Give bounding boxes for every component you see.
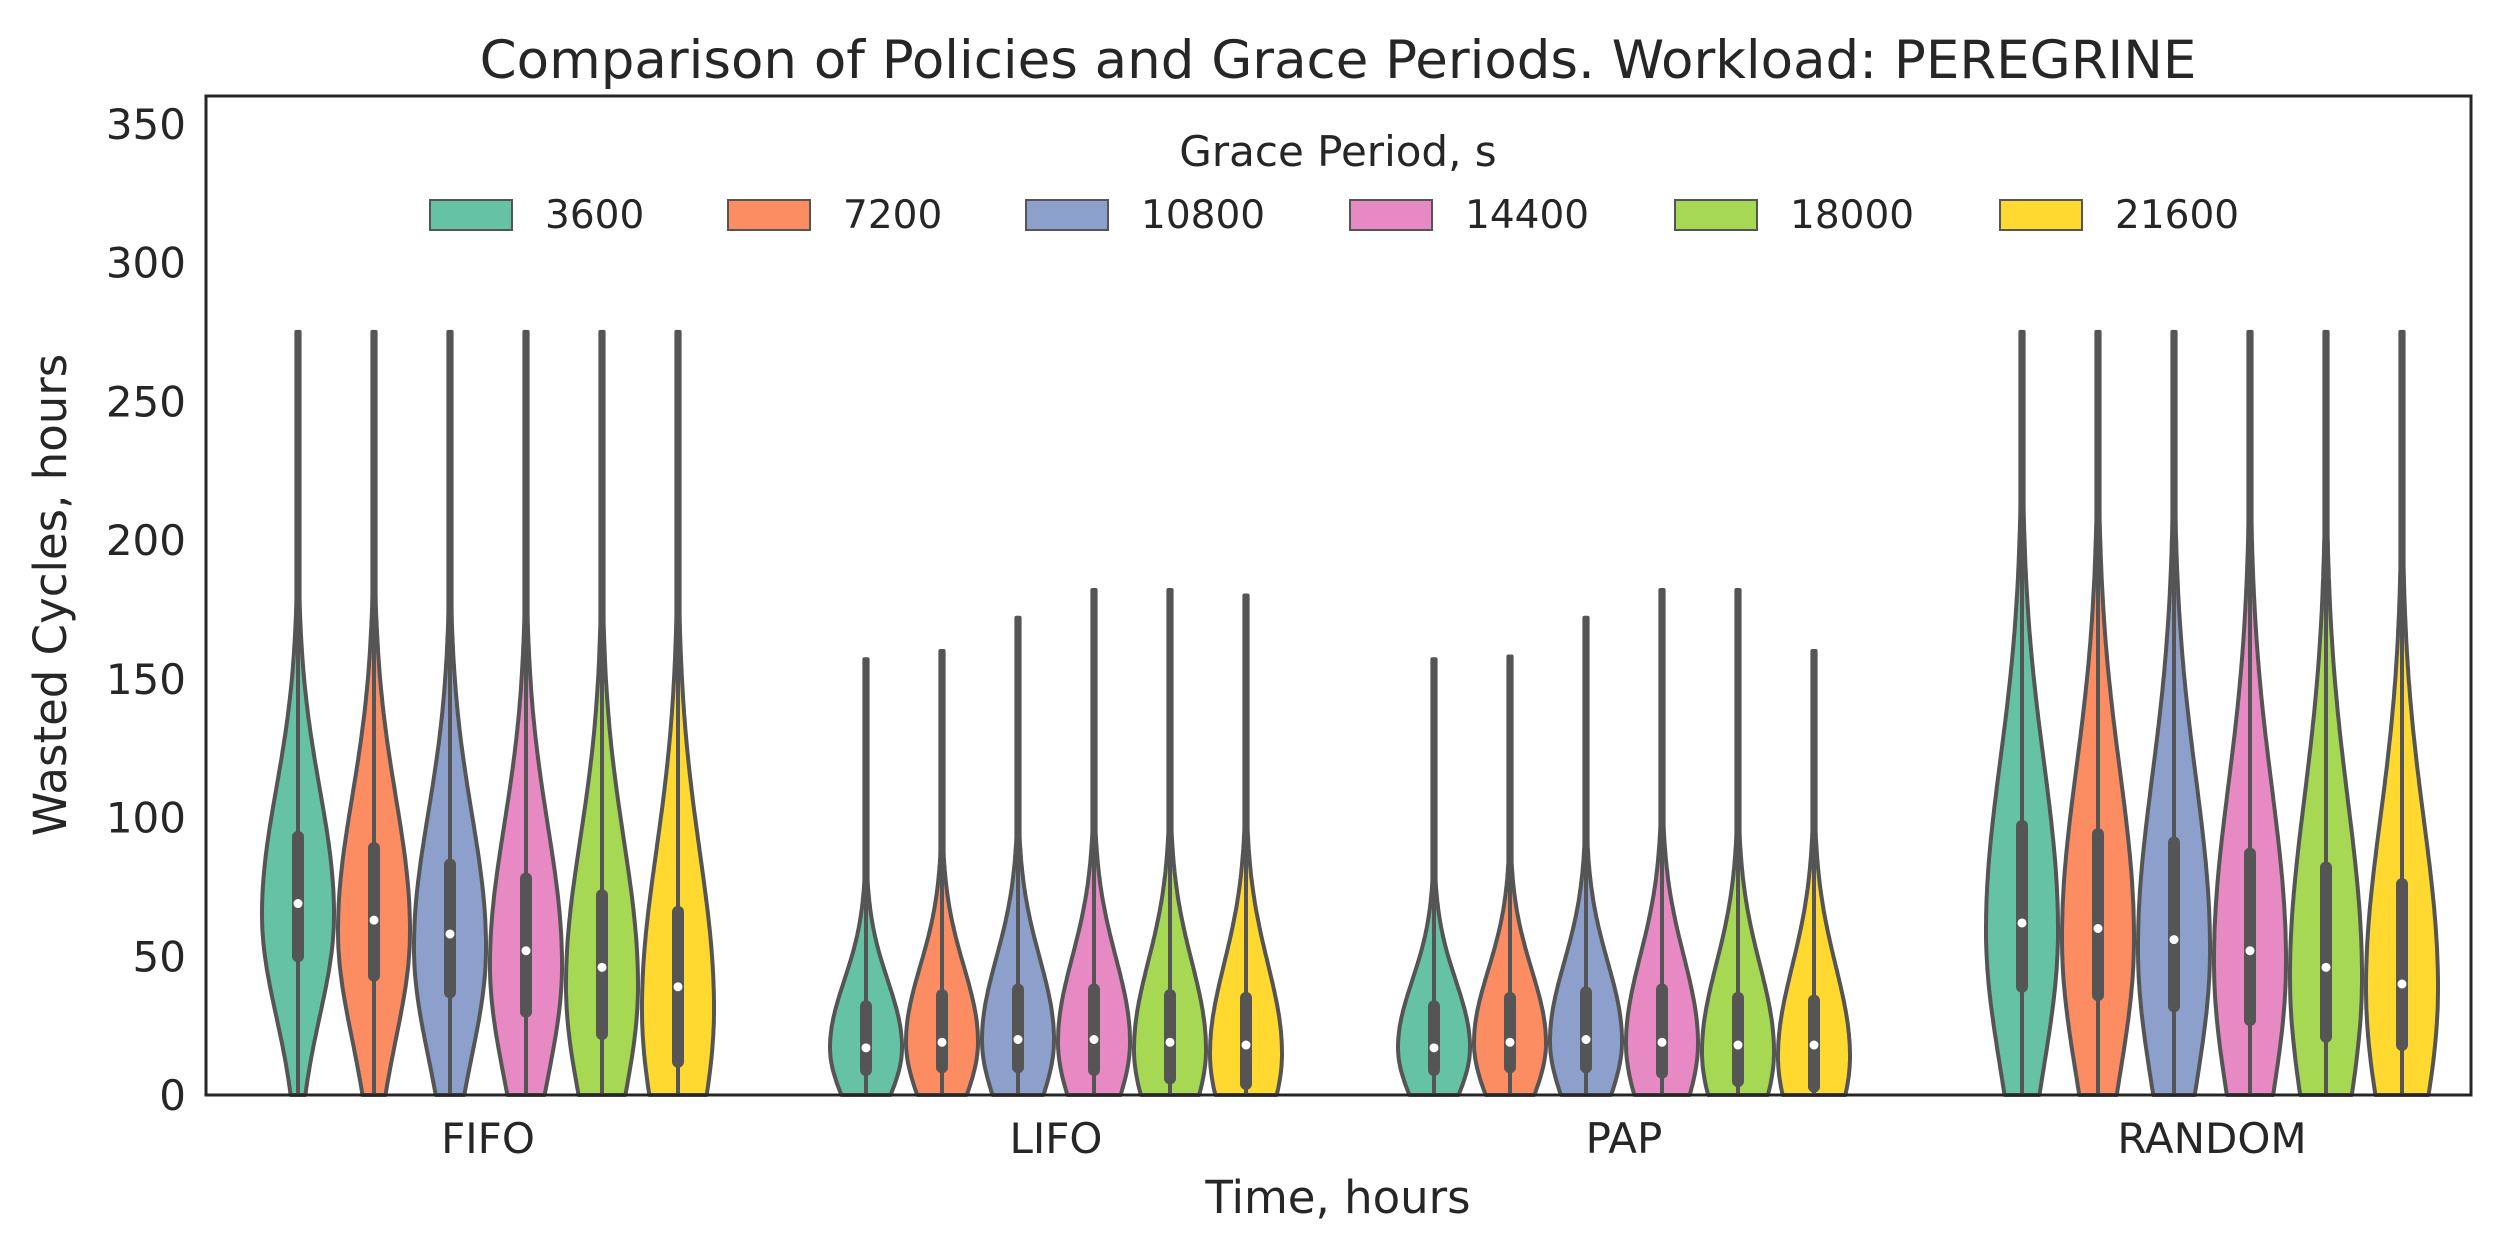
violin-fifo-10800 xyxy=(412,329,488,1097)
violin-median-point xyxy=(1733,1040,1743,1050)
legend-label: 3600 xyxy=(545,193,644,238)
violin-median-point xyxy=(1241,1040,1251,1050)
violin-median-point xyxy=(1505,1037,1515,1047)
violin-pap-14400 xyxy=(1624,588,1700,1097)
y-axis-label: Wasted Cycles, hours xyxy=(24,354,77,836)
violin-lifo-14400 xyxy=(1056,588,1132,1097)
violin-random-21600 xyxy=(2364,329,2440,1097)
violin-lifo-7200 xyxy=(904,649,980,1097)
violin-median-point xyxy=(937,1037,947,1047)
y-tick-label: 0 xyxy=(159,1071,186,1120)
legend-swatch xyxy=(429,199,513,231)
y-axis-ticks: 0 50 100 150 200 250 300 350 xyxy=(106,100,186,1120)
violin-median-point xyxy=(293,899,303,909)
legend-item-21600: 21600 xyxy=(1999,193,2239,238)
violin-random-10800 xyxy=(2136,329,2212,1097)
x-axis-label: Time, hours xyxy=(1204,1171,1470,1224)
y-tick-label: 200 xyxy=(106,516,186,565)
violin-pap-3600 xyxy=(1396,657,1472,1097)
legend-label: 21600 xyxy=(2115,193,2239,238)
legend-item-7200: 7200 xyxy=(727,193,942,238)
violin-lifo-21600 xyxy=(1208,593,1284,1097)
violin-fifo-21600 xyxy=(640,329,716,1097)
violin-random-14400 xyxy=(2212,329,2288,1097)
legend-item-3600: 3600 xyxy=(429,193,644,238)
legend-swatch xyxy=(1674,199,1758,231)
violin-median-point xyxy=(2017,918,2027,928)
legend-item-14400: 14400 xyxy=(1349,193,1589,238)
y-tick-label: 150 xyxy=(106,655,186,704)
legend-title: Grace Period, s xyxy=(1179,127,1496,176)
violin-lifo-10800 xyxy=(980,615,1056,1097)
violin-fifo-18000 xyxy=(564,329,640,1097)
x-tick-label-lifo: LIFO xyxy=(1009,1114,1102,1163)
violin-median-point xyxy=(2321,962,2331,972)
y-tick-label: 300 xyxy=(106,239,186,288)
legend-label: 14400 xyxy=(1465,193,1589,238)
violin-lifo-3600 xyxy=(828,657,904,1097)
violin-pap-21600 xyxy=(1776,649,1852,1097)
violin-median-point xyxy=(2245,946,2255,956)
violin-median-point xyxy=(521,946,531,956)
legend-swatch xyxy=(1025,199,1109,231)
violin-median-point xyxy=(2093,924,2103,933)
violin-median-point xyxy=(1809,1040,1819,1050)
legend-swatch xyxy=(1349,199,1433,231)
violin-fifo-7200 xyxy=(336,329,412,1097)
plot-frame xyxy=(204,94,2473,1097)
y-tick-label: 350 xyxy=(106,100,186,149)
violin-pap-18000 xyxy=(1700,588,1776,1097)
legend-label: 10800 xyxy=(1141,193,1265,238)
legend-label: 18000 xyxy=(1790,193,1914,238)
violin-median-point xyxy=(2397,979,2407,989)
violin-group xyxy=(260,329,2440,1097)
violin-random-18000 xyxy=(2288,329,2364,1097)
violin-fifo-14400 xyxy=(488,329,564,1097)
violin-median-point xyxy=(2169,935,2179,945)
violin-random-7200 xyxy=(2060,329,2136,1097)
legend-items: 3600 7200 10800 14400 18000 21600 xyxy=(429,193,2239,238)
violin-median-point xyxy=(369,915,379,925)
x-axis-ticks: FIFO LIFO PAP RANDOM xyxy=(441,1114,2307,1163)
violin-median-point xyxy=(1013,1035,1023,1044)
y-tick-label: 50 xyxy=(133,932,186,981)
chart-title: Comparison of Policies and Grace Periods… xyxy=(480,30,2197,91)
y-tick-label: 250 xyxy=(106,377,186,426)
violin-median-point xyxy=(1657,1037,1667,1047)
violin-median-point xyxy=(1165,1037,1175,1047)
x-tick-label-pap: PAP xyxy=(1586,1114,1663,1163)
violin-median-point xyxy=(1429,1043,1439,1053)
x-tick-label-fifo: FIFO xyxy=(441,1114,535,1163)
violin-median-point xyxy=(445,929,455,939)
legend-label: 7200 xyxy=(843,193,942,238)
violin-pap-10800 xyxy=(1548,615,1624,1097)
violin-median-point xyxy=(673,982,683,992)
legend-item-18000: 18000 xyxy=(1674,193,1914,238)
violin-fifo-3600 xyxy=(260,329,336,1097)
violin-median-point xyxy=(1581,1035,1591,1044)
violin-pap-7200 xyxy=(1472,654,1548,1097)
legend-swatch xyxy=(1999,199,2083,231)
legend: Grace Period, s 3600 7200 10800 14400 18000 2… xyxy=(429,127,2239,238)
violin-median-point xyxy=(597,962,607,972)
violin-random-3600 xyxy=(1984,329,2060,1097)
violin-median-point xyxy=(861,1043,871,1053)
violin-median-point xyxy=(1089,1035,1099,1044)
x-tick-label-random: RANDOM xyxy=(2117,1114,2306,1163)
y-tick-label: 100 xyxy=(106,794,186,843)
violin-lifo-18000 xyxy=(1132,588,1208,1097)
legend-swatch xyxy=(727,199,811,231)
legend-item-10800: 10800 xyxy=(1025,193,1265,238)
